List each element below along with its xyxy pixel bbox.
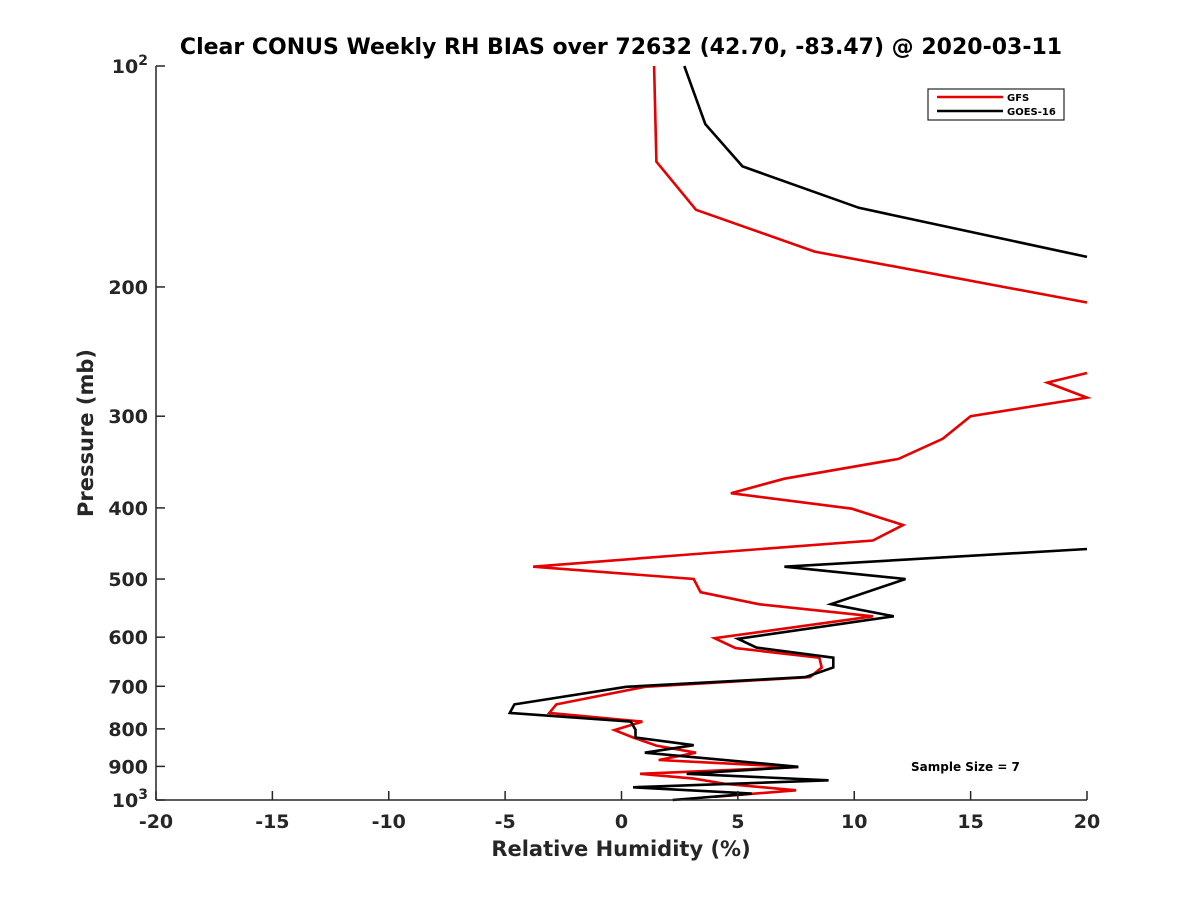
x-tick-label: -20 [139, 811, 173, 833]
series-line-gfs-segment-2 [532, 371, 1093, 799]
y-tick-label: 200 [108, 277, 148, 299]
x-tick-label: -15 [255, 811, 289, 833]
y-tick-label: 700 [108, 676, 148, 698]
chart-title: Clear CONUS Weekly RH BIAS over 72632 (4… [180, 35, 1062, 60]
y-tick-label: 400 [108, 498, 148, 520]
x-tick-label: 10 [841, 811, 867, 833]
legend-label-goes16: GOES-16 [1007, 107, 1056, 118]
y-tick-label: 102 [112, 53, 148, 78]
x-tick-label: 15 [957, 811, 983, 833]
sample-size-annotation: Sample Size = 7 [911, 760, 1020, 774]
y-tick-label: 900 [108, 756, 148, 778]
legend-label-gfs: GFS [1007, 93, 1029, 104]
x-tick-label: 5 [731, 811, 744, 833]
y-tick-label: 600 [108, 627, 148, 649]
y-axis-label: Pressure (mb) [74, 349, 98, 517]
legend-box [927, 88, 1065, 121]
x-axis-label: Relative Humidity (%) [491, 837, 750, 861]
series-line-goes16-segment-1 [683, 65, 1088, 259]
series-layer [507, 65, 1093, 802]
x-ticks: -20 -15 -10 -5 0 5 10 15 20 [139, 791, 1100, 833]
series-line-gfs-segment-1 [652, 65, 1088, 304]
x-tick-label: 0 [615, 811, 628, 833]
y-tick-label: 800 [108, 719, 148, 741]
legend: GFS GOES-16 [927, 88, 1065, 121]
x-tick-label: -10 [372, 811, 406, 833]
y-tick-label: 103 [112, 787, 148, 812]
series-line-goes16-segment-2 [507, 547, 1088, 802]
y-tick-label: 500 [108, 569, 148, 591]
x-tick-label: -5 [495, 811, 516, 833]
y-ticks: 102 200 300 400 500 600 700 800 900 103 [108, 53, 165, 812]
y-tick-label: 300 [108, 406, 148, 428]
x-tick-label: 20 [1074, 811, 1100, 833]
